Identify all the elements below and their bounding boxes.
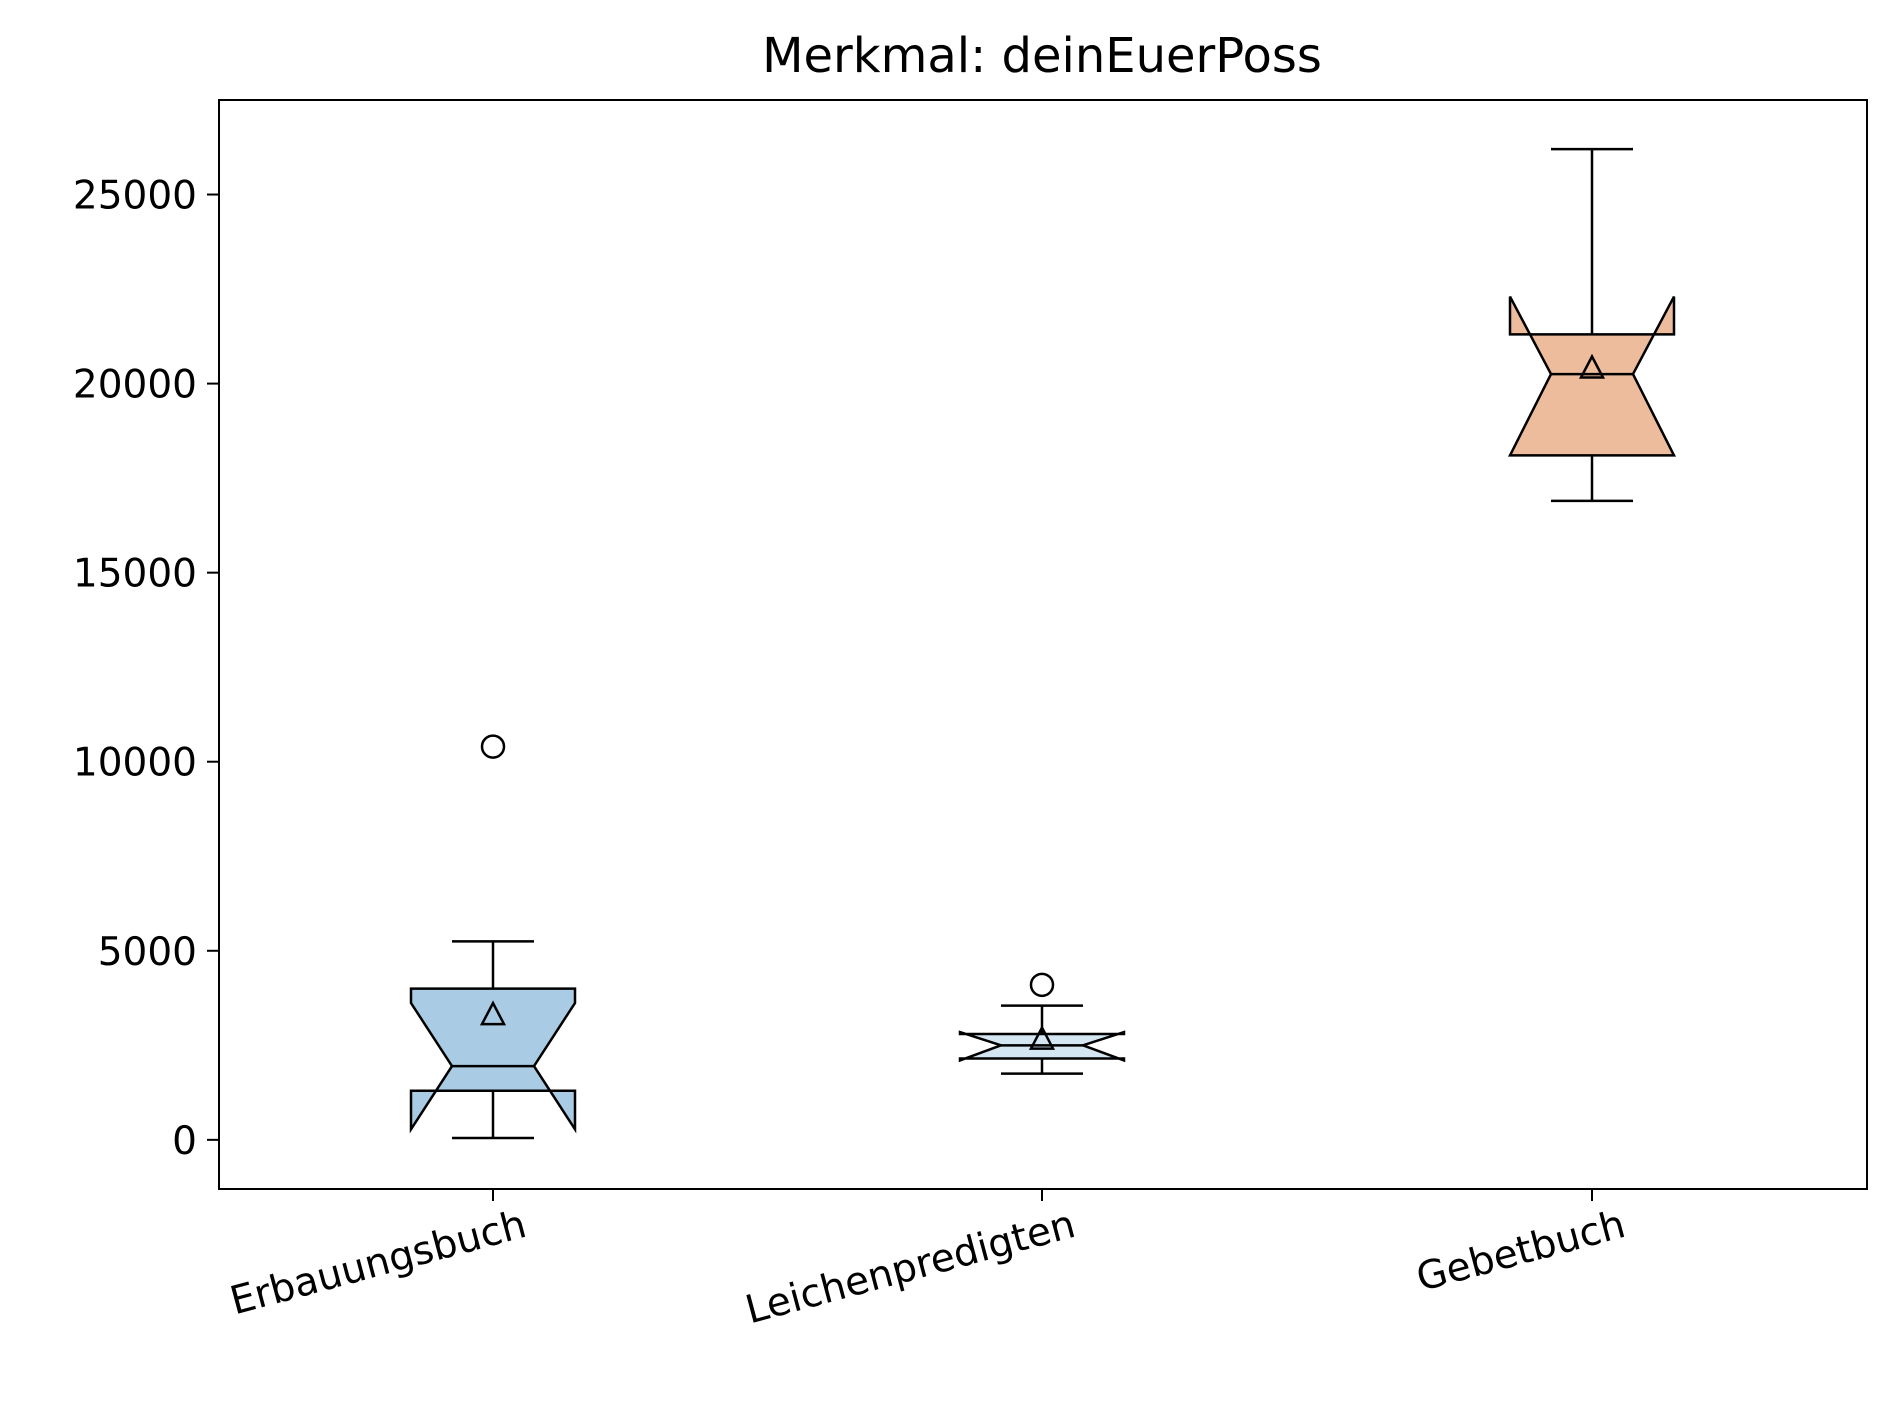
y-tick-label: 10000	[73, 741, 197, 786]
box-gebetbuch	[1507, 147, 1677, 503]
mean-marker	[479, 1000, 507, 1026]
mean-marker	[1578, 353, 1606, 379]
box-leichenpredigten	[958, 972, 1126, 1075]
outlier-point	[1029, 972, 1055, 998]
y-tick-label: 15000	[73, 552, 197, 597]
outlier-point	[480, 734, 506, 759]
y-tick-label: 5000	[98, 930, 197, 975]
notched-box	[409, 987, 577, 1134]
boxes-group	[409, 147, 1677, 1140]
x-tick-label: Leichenpredigten	[741, 1202, 1080, 1333]
y-tick-label: 0	[172, 1119, 197, 1164]
chart-title: Merkmal: deinEuerPoss	[762, 28, 1322, 84]
x-tick-label: Gebetbuch	[1412, 1202, 1630, 1301]
x-axis: Erbauungsbuch Leichenpredigten Gebetbuch	[226, 1189, 1630, 1333]
notched-box	[1507, 296, 1677, 457]
x-tick-label: Erbauungsbuch	[226, 1202, 531, 1324]
mean-marker	[1028, 1024, 1056, 1050]
box-erbauungsbuch	[409, 734, 577, 1140]
y-tick-label: 25000	[73, 174, 197, 219]
y-axis: 0 5000 10000 15000 20000 25000	[73, 174, 219, 1164]
y-tick-label: 20000	[73, 363, 197, 408]
